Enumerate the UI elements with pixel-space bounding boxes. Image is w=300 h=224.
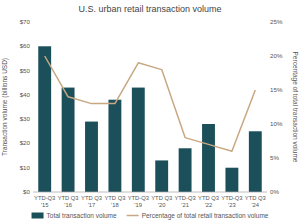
x-tick-label-line: '18 (111, 202, 119, 208)
x-tick-label-line: YTD Q3 (81, 195, 102, 201)
legend: Total transaction volume Percentage of to… (32, 212, 269, 220)
legend-swatch (127, 215, 139, 217)
x-tick-label-line: YTD-Q3 (128, 195, 149, 201)
x-tick-label-line: '15 (41, 202, 49, 208)
x-tick-label: YTD Q3'17 (81, 195, 102, 208)
legend-swatch (32, 213, 44, 219)
bar (132, 88, 145, 192)
bar (225, 168, 238, 192)
y-axis-label: Transaction volume (billions USD) (1, 58, 9, 156)
x-tick-label: YTD-Q3'19 (128, 195, 149, 208)
bar (155, 160, 168, 192)
x-tick-label: YTD Q3'20 (151, 195, 172, 208)
legend-label: Percentage of total retail transaction v… (142, 212, 269, 220)
bar (108, 100, 121, 192)
y-tick-label: $0 (23, 188, 30, 195)
chart: U.S. urban retail transaction volume Tota… (0, 0, 300, 224)
x-tick-label-line: YTD Q3 (151, 195, 172, 201)
y-tick-label: $60 (20, 42, 31, 49)
y-tick-label: $40 (20, 91, 31, 98)
bar (62, 88, 75, 192)
y-tick-label: $50 (20, 67, 31, 74)
x-tick-label: YTD-Q3'23 (221, 195, 242, 208)
x-tick-label: YTD Q3'24 (245, 195, 266, 208)
y-tick-label: $30 (20, 115, 31, 122)
bar (249, 131, 262, 192)
x-tick-label-line: YTD-Q3 (174, 195, 195, 201)
bar (202, 124, 215, 192)
x-tick-label-line: YTD-Q3 (34, 195, 55, 201)
x-tick-label-line: '21 (181, 202, 189, 208)
x-tick-label: YTD Q3'18 (104, 195, 125, 208)
x-tick-label-line: '17 (88, 202, 96, 208)
x-tick-label-line: YTD Q3 (104, 195, 125, 201)
x-tick-label: YTD Q3'22 (198, 195, 219, 208)
y2-tick-label: 15% (270, 86, 283, 93)
x-tick-label-line: '22 (205, 202, 213, 208)
x-axis-line (33, 192, 267, 193)
x-tick-label-line: '20 (158, 202, 166, 208)
x-tick-label-line: '16 (64, 202, 72, 208)
y2-tick-label: 0% (270, 188, 279, 195)
y2-tick-label: 5% (270, 154, 279, 161)
bar (38, 46, 51, 192)
y2-tick-label: 25% (270, 18, 283, 25)
legend-label: Total transaction volume (47, 212, 117, 219)
y-tick-label: $70 (20, 18, 31, 25)
y2-tick-label: 20% (270, 52, 283, 59)
x-tick-label: YTD-Q3'15 (34, 195, 55, 208)
marks (38, 46, 261, 192)
x-tick-label-line: '19 (135, 202, 143, 208)
y2-tick-label: 10% (270, 120, 283, 127)
bar (179, 148, 192, 192)
line (45, 56, 256, 151)
y-tick-label: $20 (20, 139, 31, 146)
x-tick-label-line: YTD Q3 (58, 195, 79, 201)
x-tick-label-line: YTD Q3 (245, 195, 266, 201)
x-tick-label-line: '24 (252, 202, 260, 208)
y-tick-label: $10 (20, 164, 31, 171)
legend-item: Total transaction volume (32, 212, 117, 219)
bar (85, 122, 98, 192)
x-tick-label-line: YTD Q3 (198, 195, 219, 201)
title: U.S. urban retail transaction volume (78, 4, 221, 14)
x-tick-label-line: '23 (228, 202, 236, 208)
legend-item: Percentage of total retail transaction v… (127, 212, 269, 220)
x-tick-label: YTD-Q3'21 (174, 195, 195, 208)
y2-axis-label: Percentage of total transaction volume (291, 52, 299, 163)
x-tick-label-line: YTD-Q3 (221, 195, 242, 201)
x-tick-label: YTD Q3'16 (58, 195, 79, 208)
